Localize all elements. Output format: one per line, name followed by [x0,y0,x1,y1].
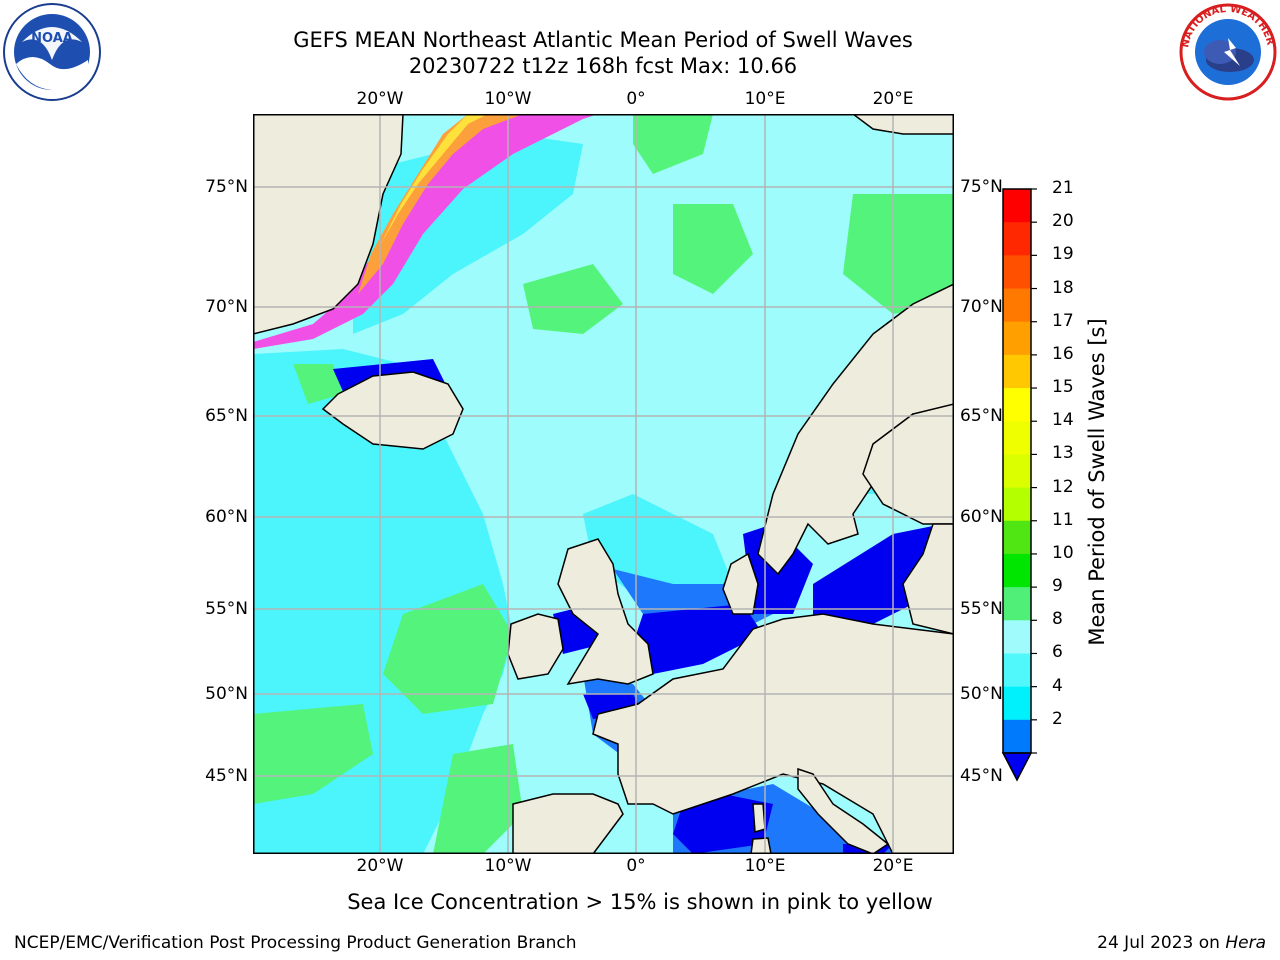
colorbar-tick-label: 9 [1052,576,1063,597]
colorbar-segment [1003,288,1031,323]
colorbar-tick-label: 15 [1052,377,1074,398]
colorbar-extend-triangle [1001,752,1033,782]
colorbar-segment [1003,653,1031,688]
colorbar-tick-label: 4 [1052,675,1063,696]
lat-label-left-60n: 60°N [205,507,248,527]
colorbar-segment [1003,354,1031,389]
colorbar-tick-label: 10 [1052,542,1074,563]
svalbard-edge [851,114,954,135]
lat-label-right-60n: 60°N [960,507,1003,527]
svg-text:NOAA: NOAA [31,31,73,46]
iberia [512,793,624,854]
jutland [722,552,759,615]
colorbar-segment [1003,222,1031,256]
colorbar-tick-label: 20 [1052,211,1074,232]
colorbar-segment [1003,487,1031,522]
footer-date: 24 Jul 2023 on [1097,933,1226,953]
colorbar-tick-label: 18 [1052,277,1074,298]
colorbar-tick-label: 8 [1052,609,1063,630]
colorbar-segment [1003,421,1031,455]
lat-label-left-70n: 70°N [205,297,248,317]
lon-label-bottom-10w: 10°W [484,856,532,876]
colorbar-tick-label: 11 [1052,509,1074,530]
lon-label-top-10e: 10°E [744,89,786,109]
lon-label-top-0: 0° [626,89,646,109]
colorbar-segment [1003,686,1031,721]
swell-green-regions [253,114,954,854]
colorbar-tick-label: 21 [1052,178,1074,198]
lat-label-left-55n: 55°N [205,599,248,619]
lon-label-bottom-20e: 20°E [872,856,914,876]
lat-label-left-65n: 65°N [205,406,248,426]
lon-label-top-20e: 20°E [872,89,914,109]
lat-label-right-45n: 45°N [960,766,1003,786]
colorbar-tick-label: 6 [1052,642,1063,663]
chart-title-line2: 20230722 t12z 168h fcst Max: 10.66 [408,54,798,78]
colorbar-tick-label: 12 [1052,476,1074,497]
lat-label-right-70n: 70°N [960,297,1003,317]
colorbar-tick-label: 19 [1052,244,1074,265]
colorbar [1000,186,1040,786]
colorbar-tick-label: 13 [1052,443,1074,464]
noaa-logo: NOAA [2,2,102,102]
lon-label-bottom-20w: 20°W [356,856,404,876]
lat-label-left-45n: 45°N [205,766,248,786]
map-area [253,114,954,854]
footer-left: NCEP/EMC/Verification Post Processing Pr… [14,933,577,953]
colorbar-tick-label: 14 [1052,410,1074,431]
colorbar-tick-label: 17 [1052,310,1074,331]
colorbar-segment [1003,520,1031,555]
ireland [507,613,564,680]
colorbar-segment [1003,553,1031,588]
lon-label-bottom-0: 0° [626,856,646,876]
gridlines [253,114,954,854]
lon-label-top-20w: 20°W [356,89,404,109]
iceland [321,371,464,450]
footer-machine: Hera [1225,933,1266,953]
lat-label-right-50n: 50°N [960,684,1003,704]
colorbar-segment [1003,719,1031,754]
italy [797,767,890,854]
lat-label-left-75n: 75°N [205,177,248,197]
baltic-east [902,523,954,635]
lat-label-right-75n: 75°N [960,177,1003,197]
colorbar-segment [1003,454,1031,489]
colorbar-segment [1003,587,1031,621]
sea-ice-caption: Sea Ice Concentration > 15% is shown in … [347,890,933,914]
map-frame [253,114,954,854]
greenland [253,114,404,335]
chart-title-line1: GEFS MEAN Northeast Atlantic Mean Period… [293,28,913,52]
colorbar-label: Mean Period of Swell Waves [s] [1085,318,1109,646]
colorbar-segment [1003,189,1031,223]
continental-europe [592,613,954,854]
colorbar-segment [1003,321,1031,356]
colorbar-segment [1003,620,1031,654]
lon-label-bottom-10e: 10°E [744,856,786,876]
sea-ice-band [253,114,598,349]
lat-label-right-65n: 65°N [960,406,1003,426]
land-masses [253,114,954,854]
colorbar-segment [1003,388,1031,422]
great-britain [557,538,654,686]
lat-label-right-55n: 55°N [960,599,1003,619]
colorbar-segment [1003,255,1031,290]
colorbar-tick-label: 16 [1052,343,1074,364]
corsica [752,803,766,833]
colorbar-tick-label: 2 [1052,708,1063,729]
nws-logo: NATIONAL WEATHER SERVICE [1174,0,1278,102]
lat-label-left-50n: 50°N [205,684,248,704]
colorbar-frame [1002,188,1032,754]
sardinia [750,837,772,854]
finland-karelia [862,403,954,525]
lon-label-top-10w: 10°W [484,89,532,109]
footer-right: 24 Jul 2023 on Hera [1097,933,1266,953]
